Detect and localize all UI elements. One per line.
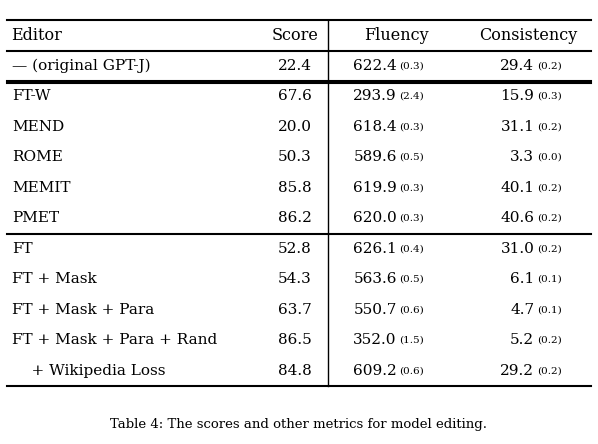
- Text: 86.5: 86.5: [277, 333, 312, 348]
- Text: 67.6: 67.6: [277, 89, 312, 103]
- Text: 50.3: 50.3: [277, 151, 312, 164]
- Text: (0.6): (0.6): [399, 366, 424, 376]
- Text: FT: FT: [12, 242, 32, 256]
- Text: 6.1: 6.1: [510, 273, 535, 286]
- Text: 52.8: 52.8: [277, 242, 312, 256]
- Text: Table 4: The scores and other metrics for model editing.: Table 4: The scores and other metrics fo…: [111, 417, 487, 431]
- Text: 54.3: 54.3: [277, 273, 312, 286]
- Text: (0.1): (0.1): [537, 305, 562, 314]
- Text: 31.0: 31.0: [501, 242, 535, 256]
- Text: (0.3): (0.3): [537, 92, 562, 101]
- Text: Editor: Editor: [11, 27, 62, 44]
- Text: (2.4): (2.4): [399, 92, 424, 101]
- Text: MEND: MEND: [12, 120, 64, 134]
- Text: 3.3: 3.3: [510, 151, 535, 164]
- Text: 620.0: 620.0: [353, 211, 396, 226]
- Text: (0.3): (0.3): [399, 122, 424, 131]
- Text: FT + Mask + Para: FT + Mask + Para: [12, 303, 154, 317]
- Text: (0.2): (0.2): [537, 244, 562, 254]
- Text: 619.9: 619.9: [353, 181, 396, 195]
- Text: PMET: PMET: [12, 211, 59, 226]
- Text: (0.1): (0.1): [537, 275, 562, 284]
- Text: 5.2: 5.2: [510, 333, 535, 348]
- Text: (0.2): (0.2): [537, 336, 562, 345]
- Text: (0.2): (0.2): [537, 122, 562, 131]
- Text: 618.4: 618.4: [353, 120, 396, 134]
- Text: 622.4: 622.4: [353, 59, 396, 73]
- Text: 609.2: 609.2: [353, 364, 396, 378]
- Text: 86.2: 86.2: [277, 211, 312, 226]
- Text: 85.8: 85.8: [278, 181, 312, 195]
- Text: (0.3): (0.3): [399, 214, 424, 223]
- Text: (0.6): (0.6): [399, 305, 424, 314]
- Text: 84.8: 84.8: [277, 364, 312, 378]
- Text: Fluency: Fluency: [364, 27, 429, 44]
- Text: + Wikipedia Loss: + Wikipedia Loss: [12, 364, 166, 378]
- Text: (0.3): (0.3): [399, 61, 424, 70]
- Text: (0.5): (0.5): [399, 153, 424, 162]
- Text: FT + Mask + Para + Rand: FT + Mask + Para + Rand: [12, 333, 217, 348]
- Text: MEMIT: MEMIT: [12, 181, 71, 195]
- Text: 29.4: 29.4: [501, 59, 535, 73]
- Text: 589.6: 589.6: [353, 151, 396, 164]
- Text: (1.5): (1.5): [399, 336, 424, 345]
- Text: 40.6: 40.6: [501, 211, 535, 226]
- Text: (0.2): (0.2): [537, 61, 562, 70]
- Text: (0.4): (0.4): [399, 244, 424, 254]
- Text: (0.5): (0.5): [399, 275, 424, 284]
- Text: 352.0: 352.0: [353, 333, 396, 348]
- Text: Consistency: Consistency: [479, 27, 577, 44]
- Text: 31.1: 31.1: [501, 120, 535, 134]
- Text: (0.2): (0.2): [537, 366, 562, 376]
- Text: FT-W: FT-W: [12, 89, 50, 103]
- Text: 293.9: 293.9: [353, 89, 396, 103]
- Text: (0.2): (0.2): [537, 214, 562, 223]
- Text: 4.7: 4.7: [510, 303, 535, 317]
- Text: 563.6: 563.6: [353, 273, 396, 286]
- Text: — (original GPT-J): — (original GPT-J): [12, 59, 151, 73]
- Text: 63.7: 63.7: [277, 303, 312, 317]
- Text: 20.0: 20.0: [277, 120, 312, 134]
- Text: 550.7: 550.7: [353, 303, 396, 317]
- Text: (0.3): (0.3): [399, 183, 424, 192]
- Text: (0.0): (0.0): [537, 153, 562, 162]
- Text: ROME: ROME: [12, 151, 63, 164]
- Text: 40.1: 40.1: [501, 181, 535, 195]
- Text: FT + Mask: FT + Mask: [12, 273, 97, 286]
- Text: 15.9: 15.9: [501, 89, 535, 103]
- Text: 29.2: 29.2: [501, 364, 535, 378]
- Text: 626.1: 626.1: [353, 242, 396, 256]
- Text: (0.2): (0.2): [537, 183, 562, 192]
- Text: Score: Score: [271, 27, 318, 44]
- Text: 22.4: 22.4: [277, 59, 312, 73]
